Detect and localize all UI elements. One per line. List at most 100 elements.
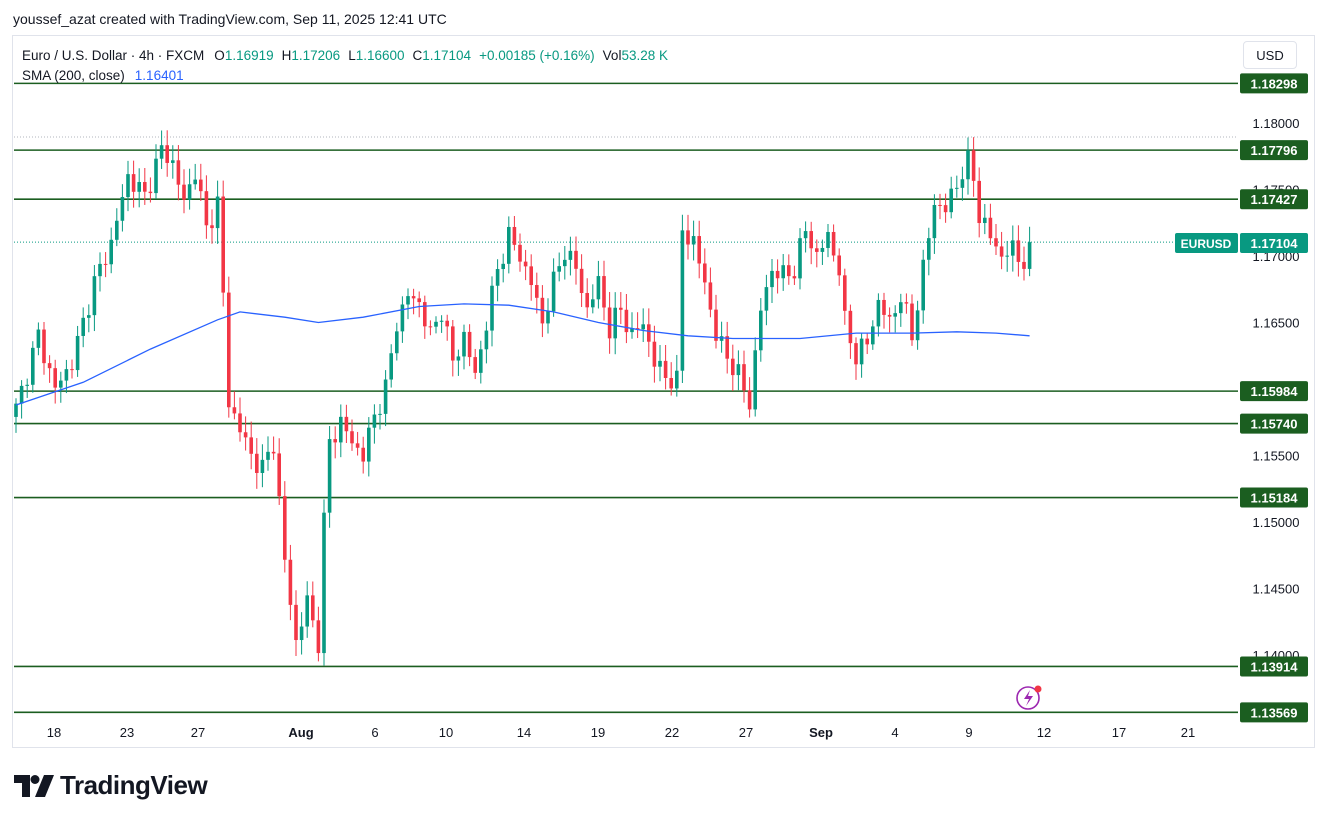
candle-body [663,360,668,378]
low-value: 1.16600 [355,48,405,63]
candle-body [753,350,757,410]
candle-body [423,302,427,327]
candle-body [316,620,321,654]
candle-body [568,250,573,260]
candle-body [731,358,735,376]
candle-body [36,329,41,348]
candle-body [333,439,337,443]
candle-body [451,326,455,361]
candle-body [994,238,998,247]
time-tick-label: 4 [891,725,898,740]
level-labels: 1.18298 1.17796 1.17427 1.15984 1.15740 1.151… [1240,73,1308,723]
candle-body [462,331,466,357]
candle-body [1005,255,1009,257]
candle-body [635,328,640,330]
candle-body [591,299,595,308]
time-tick-label: 6 [371,725,378,740]
level-label-bg [1240,702,1308,723]
candle-body [938,204,942,206]
candle-body [355,443,360,448]
candle-body [294,604,298,641]
candle-body [103,263,108,265]
candle-body [327,439,332,513]
candle-body [92,276,97,316]
low-label: L [348,48,356,63]
candle-body [350,431,354,444]
candle-body [607,307,612,339]
time-tick-label: 21 [1181,725,1195,740]
candle-body [31,347,35,385]
currency-button[interactable]: USD [1243,41,1297,69]
candle-body [70,369,74,371]
candle-body [725,336,729,359]
candle-body [686,230,690,245]
ohlc-row: Euro / U.S. Dollar · 4h · FXCM O 1.16919… [22,46,676,66]
candle-body [927,238,931,260]
symbol-title[interactable]: Euro / U.S. Dollar · 4h · FXCM [22,48,205,63]
candle-body [126,174,130,198]
candle-body [798,238,802,279]
candle-body [893,313,897,317]
candle-body [613,307,617,339]
candle-body [977,180,981,224]
candle-body [1016,240,1021,262]
time-axis-ticks: 18 23 27 Aug 6 10 14 19 22 27 Sep 4 9 12 17 21 [47,725,1195,740]
last-price-tag: EURUSD 1.17104 [1175,233,1308,253]
candle-body [792,276,797,279]
horizontal-levels [14,82,1238,714]
time-tick-label: 19 [591,725,605,740]
candle-body [960,179,965,188]
candle-body [215,196,220,229]
price-tick-label: 1.18000 [1253,116,1300,131]
candle-body [182,184,186,200]
candle-body [165,145,169,163]
candle-body [115,220,119,240]
candle-body [299,626,304,641]
candle-body [971,150,976,181]
level-label: 1.17796 [1251,143,1298,158]
candle-body [456,356,461,361]
sma-line [15,303,1030,406]
candle-body [703,263,707,283]
change-value: +0.00185 (+0.16%) [479,48,595,63]
candle-body [395,331,399,354]
time-tick-label: 27 [191,725,205,740]
candle-body [372,414,377,428]
volume-value: 53.28 K [621,48,668,63]
candle-body [266,451,270,460]
candle-body [187,184,192,200]
candle-body [523,261,528,267]
candle-body [714,309,718,341]
candle-body [344,416,349,432]
candle-body [826,231,830,248]
candle-body [193,179,197,185]
candle-body [680,230,685,371]
candle-body [131,174,136,192]
tradingview-logo: TradingView [14,770,208,801]
candle-body [943,205,948,213]
candle-body [75,335,80,371]
candle-body [602,276,606,308]
candle-body [1027,242,1032,269]
chart-legend: Euro / U.S. Dollar · 4h · FXCM O 1.16919… [22,46,676,86]
candle-body [428,326,433,328]
candle-body [232,407,237,414]
candle-body [781,265,785,279]
candle-body [277,453,281,497]
level-label: 1.15184 [1251,491,1299,506]
candle-body [417,298,421,303]
alert-icon[interactable] [1016,685,1042,710]
candle-body [400,304,405,332]
level-label-bg [1240,487,1308,508]
candle-body [551,271,556,312]
candle-body [529,266,533,286]
sma-label[interactable]: SMA (200, close) [22,68,125,83]
candles-series [14,130,1032,666]
candle-body [148,191,153,194]
candle-body [647,324,651,342]
price-tick-label: 1.15000 [1253,515,1300,530]
chart-attribution: youssef_azat created with TradingView.co… [13,11,447,27]
candle-body [322,512,326,654]
level-label: 1.13914 [1251,659,1299,674]
